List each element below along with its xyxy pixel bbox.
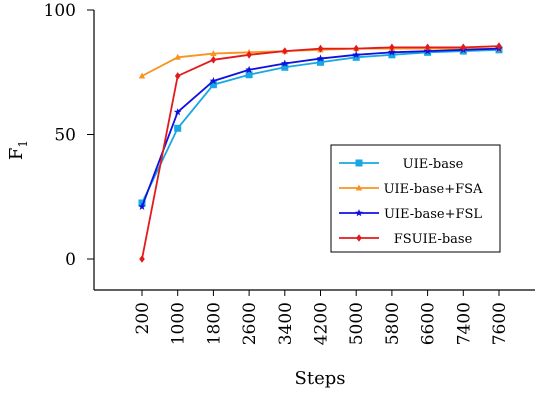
x-tick-label: 5800 bbox=[383, 302, 403, 345]
data-point bbox=[352, 50, 360, 59]
data-point bbox=[352, 53, 360, 61]
data-point bbox=[173, 108, 182, 116]
data-point bbox=[139, 255, 145, 263]
x-tick-label: 7400 bbox=[454, 302, 474, 345]
data-point bbox=[388, 48, 396, 56]
series-4 bbox=[139, 42, 502, 263]
data-point bbox=[245, 71, 253, 79]
legend-label: FSUIE-base bbox=[394, 232, 473, 247]
data-point bbox=[317, 44, 324, 53]
legend-label: UIE-base bbox=[403, 157, 464, 172]
y-tick-label: 100 bbox=[44, 1, 76, 21]
data-point bbox=[282, 47, 288, 55]
x-tick-label: 6600 bbox=[419, 302, 439, 345]
data-point bbox=[424, 43, 431, 52]
data-point bbox=[388, 51, 396, 59]
x-axis-title: Steps bbox=[295, 368, 346, 389]
data-point bbox=[174, 72, 181, 80]
x-tick-label: 4200 bbox=[312, 302, 332, 345]
series-layer bbox=[138, 42, 503, 263]
legend-label: UIE-base+FSL bbox=[384, 207, 482, 222]
legend-marker bbox=[355, 184, 363, 191]
data-point bbox=[245, 65, 253, 73]
data-point bbox=[316, 54, 325, 62]
data-point bbox=[496, 42, 502, 50]
data-point bbox=[210, 56, 217, 64]
x-ticks: 200 1000 1800 2600 3400 4200 5000 5800 6600 7400 7… bbox=[133, 290, 510, 345]
x-tick-label: 1000 bbox=[169, 302, 189, 345]
data-point bbox=[138, 202, 146, 210]
y-tick-label: 50 bbox=[54, 126, 76, 146]
legend-marker bbox=[355, 159, 363, 167]
x-tick-label: 1800 bbox=[204, 302, 224, 345]
x-tick-label: 7600 bbox=[490, 302, 510, 345]
x-tick-label: 3400 bbox=[276, 302, 296, 345]
data-point bbox=[246, 51, 252, 59]
legend-marker bbox=[356, 234, 362, 242]
y-ticks: 0 50 100 bbox=[44, 1, 94, 270]
data-point bbox=[210, 50, 217, 57]
x-tick-label: 2600 bbox=[240, 302, 260, 345]
x-tick-label: 200 bbox=[133, 302, 153, 334]
data-point bbox=[174, 53, 181, 60]
data-point bbox=[317, 58, 324, 66]
axes bbox=[93, 10, 535, 291]
y-axis-title-subscript: 1 bbox=[16, 140, 30, 148]
legend: UIE-base UIE-base+FSA UIE-base+FSL FSUIE-ba… bbox=[330, 144, 501, 253]
data-point bbox=[389, 43, 395, 52]
legend-label: UIE-base+FSA bbox=[384, 182, 483, 197]
data-point bbox=[460, 43, 467, 52]
data-point bbox=[138, 72, 146, 79]
data-point bbox=[174, 124, 182, 132]
y-tick-label: 0 bbox=[65, 250, 76, 270]
data-point bbox=[209, 76, 218, 85]
y-axis-title: F1 bbox=[6, 140, 30, 160]
legend-marker bbox=[355, 209, 363, 217]
data-point bbox=[209, 81, 217, 89]
data-point bbox=[281, 59, 289, 67]
data-point bbox=[281, 63, 289, 71]
data-point bbox=[353, 44, 359, 53]
x-tick-label: 5000 bbox=[347, 302, 367, 345]
